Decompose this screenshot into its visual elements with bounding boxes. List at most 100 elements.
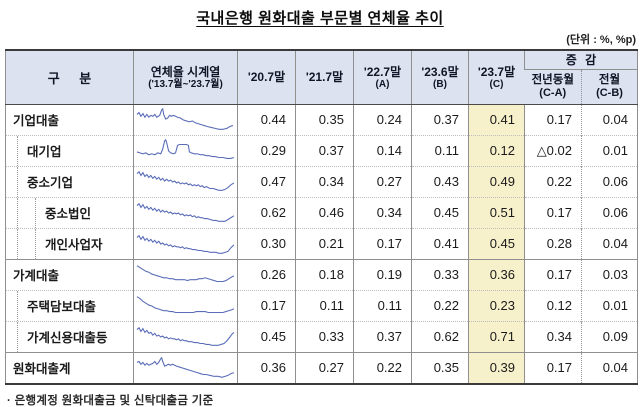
table-body: 기업대출 0.44 0.35 0.24 0.37 0.41 0.17 0.04 대기업 0.29 0… bbox=[5, 104, 638, 384]
indent-guide bbox=[17, 135, 18, 166]
value-cell: 0.06 bbox=[580, 165, 638, 197]
value-cell: 0.11 bbox=[353, 289, 412, 321]
value-cell: 0.17 bbox=[524, 258, 582, 290]
value-cell: 0.45 bbox=[411, 196, 469, 228]
header-timeseries-title: 연체율 시계열 bbox=[150, 64, 221, 79]
header-period-237-C: '23.7말 (C) bbox=[468, 50, 525, 105]
value-cell: 0.37 bbox=[411, 104, 469, 135]
value-cell: 0.18 bbox=[295, 258, 354, 290]
value-cell: 0.36 bbox=[237, 351, 296, 384]
footnote: · 은행계정 원화대출금 및 신탁대출금 기준 bbox=[7, 394, 214, 407]
value-cell: 0.17 bbox=[524, 104, 582, 135]
value-cell: △0.02 bbox=[524, 134, 582, 166]
table-row: 중소기업 0.47 0.34 0.27 0.43 0.49 0.22 0.06 bbox=[5, 165, 638, 197]
value-cell: 0.04 bbox=[580, 227, 638, 259]
value-cell: 0.01 bbox=[580, 289, 638, 321]
sparkline-chart bbox=[136, 107, 235, 133]
sparkline-cell bbox=[133, 258, 238, 290]
value-cell: 0.43 bbox=[411, 165, 469, 197]
value-cell: 0.33 bbox=[411, 258, 469, 290]
value-cell: 0.35 bbox=[295, 104, 354, 135]
value-cell: 0.47 bbox=[237, 165, 296, 197]
header-timeseries-range: ('13.7월~'23.7월) bbox=[148, 78, 223, 90]
value-cell: 0.11 bbox=[411, 134, 469, 166]
value-cell-current: 0.39 bbox=[468, 351, 525, 384]
indent-guide bbox=[35, 197, 36, 228]
value-cell-current: 0.71 bbox=[468, 320, 525, 352]
indent-guide bbox=[17, 290, 18, 321]
value-cell: 0.12 bbox=[524, 289, 582, 321]
row-label: 중소법인 bbox=[5, 196, 134, 228]
value-cell: 0.34 bbox=[295, 165, 354, 197]
value-cell: 0.30 bbox=[237, 227, 296, 259]
table-row: 중소법인 0.62 0.46 0.34 0.45 0.51 0.17 0.06 bbox=[5, 196, 638, 228]
row-label: 중소기업 bbox=[5, 165, 134, 197]
value-cell: 0.17 bbox=[524, 196, 582, 228]
indent-guide bbox=[17, 166, 18, 197]
value-cell-current: 0.49 bbox=[468, 165, 525, 197]
value-cell: 0.44 bbox=[237, 104, 296, 135]
indent-guide bbox=[17, 321, 18, 352]
sparkline-chart bbox=[136, 262, 235, 288]
value-cell: 0.17 bbox=[524, 351, 582, 384]
table-row: 대기업 0.29 0.37 0.14 0.11 0.12 △0.02 0.01 bbox=[5, 134, 638, 166]
header-timeseries: 연체율 시계열 ('13.7월~'23.7월) bbox=[133, 50, 238, 105]
sparkline-cell bbox=[133, 351, 238, 384]
table-row: 가계대출 0.26 0.18 0.19 0.33 0.36 0.17 0.03 bbox=[5, 258, 638, 290]
value-cell-current: 0.12 bbox=[468, 134, 525, 166]
value-cell: 0.17 bbox=[237, 289, 296, 321]
row-label: 원화대출계 bbox=[5, 351, 134, 384]
sparkline-chart bbox=[136, 293, 235, 319]
value-cell: 0.62 bbox=[237, 196, 296, 228]
value-cell-current: 0.23 bbox=[468, 289, 525, 321]
delinquency-table: 구 분 연체율 시계열 ('13.7월~'23.7월) '20.7말 '21.7… bbox=[5, 49, 639, 385]
value-cell: 0.14 bbox=[353, 134, 412, 166]
header-category: 구 분 bbox=[5, 50, 134, 105]
value-cell: 0.03 bbox=[580, 258, 638, 290]
indent-guide bbox=[17, 197, 18, 228]
value-cell: 0.04 bbox=[580, 351, 638, 384]
value-cell: 0.37 bbox=[295, 134, 354, 166]
row-label: 가계신용대출등 bbox=[5, 320, 134, 352]
header-period-217: '21.7말 bbox=[295, 50, 354, 105]
value-cell: 0.26 bbox=[237, 258, 296, 290]
value-cell: 0.34 bbox=[524, 320, 582, 352]
table-row: 주택담보대출 0.17 0.11 0.11 0.22 0.23 0.12 0.01 bbox=[5, 289, 638, 321]
row-label: 대기업 bbox=[5, 134, 134, 166]
table-row: 원화대출계 0.36 0.27 0.22 0.35 0.39 0.17 0.04 bbox=[5, 351, 638, 384]
value-cell: 0.22 bbox=[353, 351, 412, 384]
table-row: 가계신용대출등 0.45 0.33 0.37 0.62 0.71 0.34 0.09 bbox=[5, 320, 638, 352]
row-label: 기업대출 bbox=[13, 114, 60, 128]
value-cell: 0.21 bbox=[295, 227, 354, 259]
value-cell: 0.06 bbox=[580, 196, 638, 228]
value-cell: 0.22 bbox=[524, 165, 582, 197]
value-cell: 0.34 bbox=[353, 196, 412, 228]
value-cell: 0.62 bbox=[411, 320, 469, 352]
row-label: 개인사업자 bbox=[5, 227, 134, 259]
sparkline-cell bbox=[133, 104, 238, 135]
value-cell-current: 0.51 bbox=[468, 196, 525, 228]
unit-note: (단위 : %, %p) bbox=[566, 34, 636, 46]
value-cell: 0.04 bbox=[580, 104, 638, 135]
table-header: 구 분 연체율 시계열 ('13.7월~'23.7월) '20.7말 '21.7… bbox=[5, 50, 638, 105]
value-cell: 0.11 bbox=[295, 289, 354, 321]
value-cell-current: 0.45 bbox=[468, 227, 525, 259]
value-cell-current: 0.41 bbox=[468, 104, 525, 135]
table-row: 기업대출 0.44 0.35 0.24 0.37 0.41 0.17 0.04 bbox=[6, 104, 638, 135]
page-title: 국내은행 원화대출 부문별 연체율 추이 bbox=[196, 10, 444, 27]
value-cell: 0.45 bbox=[237, 320, 296, 352]
indent-guide bbox=[35, 228, 36, 259]
value-cell: 0.28 bbox=[524, 227, 582, 259]
header-period-207: '20.7말 bbox=[237, 50, 296, 105]
sparkline-cell bbox=[133, 165, 238, 197]
value-cell: 0.41 bbox=[411, 227, 469, 259]
sparkline-cell bbox=[133, 134, 238, 166]
value-cell: 0.01 bbox=[580, 134, 638, 166]
sparkline-chart bbox=[136, 231, 235, 257]
value-cell: 0.35 bbox=[411, 351, 469, 384]
table-row: 개인사업자 0.30 0.21 0.17 0.41 0.45 0.28 0.04 bbox=[5, 227, 638, 259]
header-change-yoy: 전년동월 (C-A) bbox=[524, 69, 582, 105]
sparkline-cell bbox=[133, 196, 238, 228]
value-cell: 0.37 bbox=[353, 320, 412, 352]
